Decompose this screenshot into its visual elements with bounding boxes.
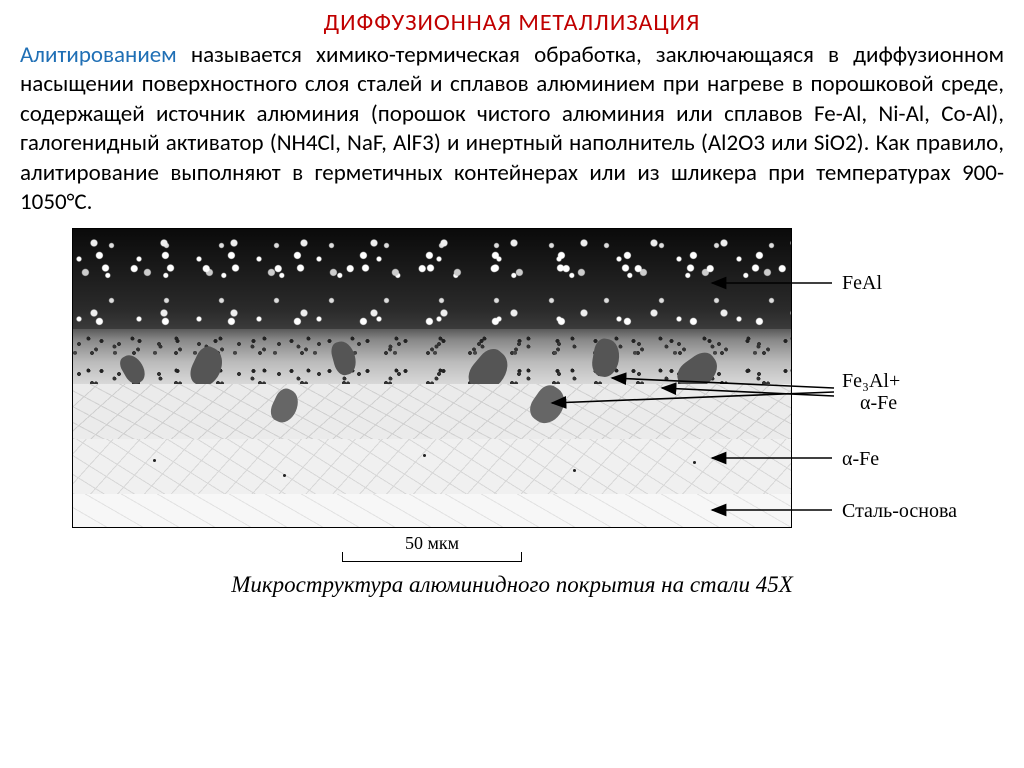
layer-feal: [73, 229, 791, 329]
micrograph-image: [72, 228, 792, 528]
label-steel-base: Сталь-основа: [842, 500, 957, 523]
speck: [693, 461, 696, 464]
speck: [573, 469, 576, 472]
layer-alpha-fe: [73, 439, 791, 494]
slide-title: ДИФФУЗИОННАЯ МЕТАЛЛИЗАЦИЯ: [20, 8, 1004, 37]
micrograph-container: FeAl Fe₃Al+ α-Fe α-Fe Сталь-основа 50 мк…: [72, 228, 952, 568]
scale-bar-label: 50 мкм: [342, 533, 522, 554]
figure-caption: Микроструктура алюминидного покрытия на …: [231, 572, 793, 598]
label-fe3al-line2: α-Fe: [860, 392, 897, 415]
grain-blob: [117, 351, 149, 387]
grain-blob: [267, 385, 303, 426]
speck: [283, 474, 286, 477]
grain-blob: [590, 337, 622, 379]
grain-blob: [525, 380, 571, 428]
scale-bar: 50 мкм: [342, 533, 522, 562]
speck: [153, 459, 156, 462]
label-feal: FeAl: [842, 272, 882, 295]
definition-term: Алитированием: [20, 41, 177, 69]
layer-steel-base: [73, 494, 791, 528]
figure-area: FeAl Fe₃Al+ α-Fe α-Fe Сталь-основа 50 мк…: [20, 228, 1004, 758]
body-paragraph: Алитированием называется химико-термичес…: [20, 41, 1004, 218]
layer-fe3al: [73, 384, 791, 439]
label-alpha-fe: α-Fe: [842, 448, 879, 471]
grain-blob: [329, 338, 359, 377]
layer-transition: [73, 329, 791, 384]
speck: [423, 454, 426, 457]
slide: ДИФФУЗИОННАЯ МЕТАЛЛИЗАЦИЯ Алитированием …: [0, 0, 1024, 768]
label-fe3al-line1: Fe₃Al+: [842, 370, 900, 393]
